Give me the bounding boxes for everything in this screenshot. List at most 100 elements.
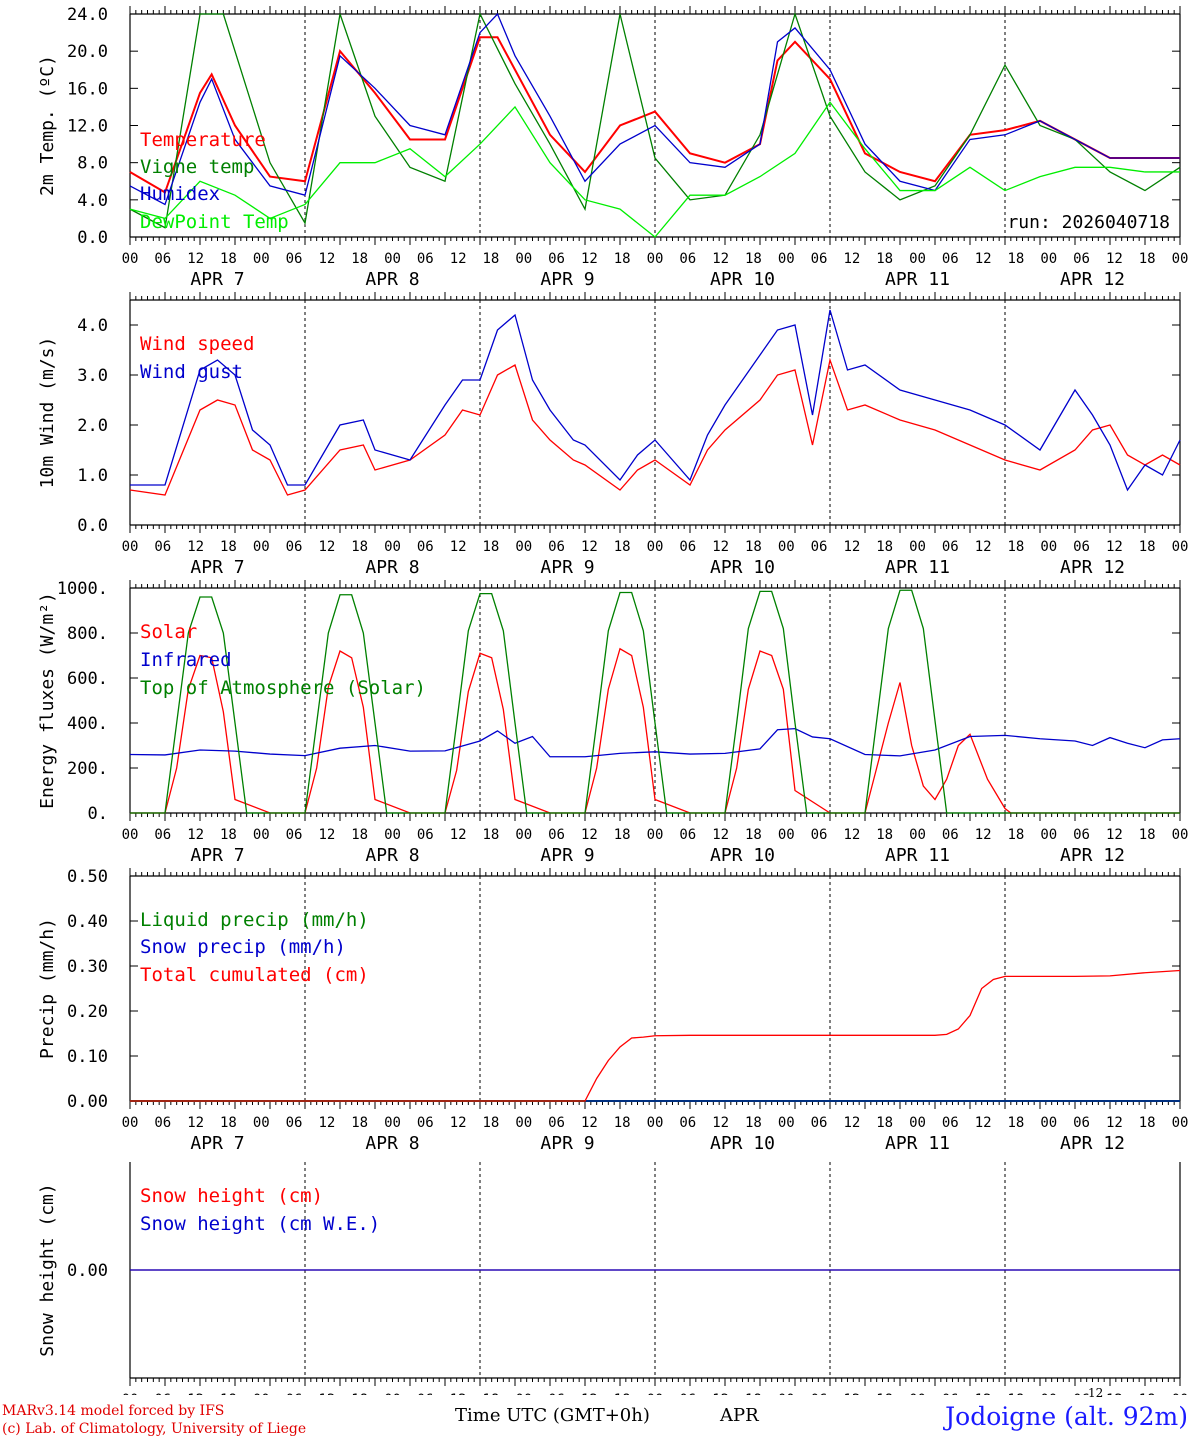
x-hour-label: 18 (351, 1392, 368, 1395)
x-day-label: APR 12 (1060, 845, 1125, 866)
legend-temperature: Temperature (140, 129, 266, 151)
y-tick-label: 0.30 (67, 957, 108, 977)
x-day-label: APR 7 (190, 1133, 244, 1154)
x-hour-label: 12 (187, 1392, 204, 1395)
y-tick-label: 20.0 (67, 42, 108, 62)
x-hour-label: 00 (515, 1115, 532, 1131)
x-day-label: APR 8 (365, 1133, 419, 1154)
x-hour-label: 00 (1040, 539, 1057, 555)
x-hour-label: 18 (1008, 1392, 1025, 1395)
x-hour-label: 18 (876, 251, 893, 267)
panel-3: 0. 200. 400. 600. 800. 1000.Energy fluxes (W/… (37, 579, 1188, 866)
x-hour-label: 18 (1008, 539, 1025, 555)
x-hour-label: 00 (778, 539, 795, 555)
footer-day: 12 (1088, 1386, 1104, 1400)
x-hour-label: 12 (1106, 1392, 1123, 1395)
x-hour-label: 06 (286, 1392, 303, 1395)
x-hour-label: 00 (1040, 1392, 1057, 1395)
x-axis-title: Time UTC (GMT+0h) (455, 1405, 650, 1426)
x-hour-label: 06 (154, 251, 171, 267)
x-hour-label: 00 (1172, 251, 1189, 267)
x-hour-label: 06 (679, 251, 696, 267)
y-tick-label: 600. (67, 669, 108, 689)
x-day-label: APR 10 (710, 557, 775, 578)
x-hour-label: 00 (1040, 1115, 1057, 1131)
x-day-label: APR 10 (710, 269, 775, 290)
y-axis-label: Precip (mm/h) (37, 918, 58, 1059)
x-day-label: APR 7 (190, 845, 244, 866)
x-hour-label: 00 (778, 827, 795, 843)
x-hour-label: 18 (1008, 827, 1025, 843)
y-tick-label: 0.20 (67, 1002, 108, 1022)
x-hour-label: 12 (843, 827, 860, 843)
legend-infrared: Infrared (140, 649, 232, 671)
x-hour-label: 00 (384, 251, 401, 267)
x-hour-label: 06 (286, 1115, 303, 1131)
series-line-wind-gust (130, 309, 1181, 492)
series-line-wind-speed (129, 357, 1181, 496)
y-tick-label: 3.0 (77, 366, 108, 386)
y-tick-label: 8.0 (77, 154, 108, 174)
legend-dewpoint-temp: DewPoint Temp (140, 211, 289, 233)
x-hour-label: 00 (647, 1392, 664, 1395)
x-hour-label: 18 (876, 1115, 893, 1131)
x-hour-label: 06 (811, 827, 828, 843)
y-axis-label: Energy fluxes (W/m²) (37, 592, 58, 809)
x-hour-label: 18 (351, 1115, 368, 1131)
x-hour-label: 18 (614, 251, 631, 267)
x-hour-label: 06 (286, 539, 303, 555)
x-hour-label: 00 (647, 1115, 664, 1131)
x-hour-label: 12 (1106, 251, 1123, 267)
x-hour-label: 06 (811, 251, 828, 267)
x-hour-label: 12 (843, 539, 860, 555)
y-tick-label: 16.0 (67, 79, 108, 99)
y-tick-label: 0.0 (77, 228, 108, 248)
x-hour-label: 00 (122, 251, 139, 267)
x-hour-label: 12 (712, 827, 729, 843)
x-hour-label: 06 (1073, 539, 1090, 555)
x-hour-label: 18 (876, 539, 893, 555)
x-hour-label: 00 (253, 251, 270, 267)
x-hour-label: 00 (122, 1115, 139, 1131)
x-hour-label: 12 (581, 251, 598, 267)
x-hour-label: 18 (220, 539, 237, 555)
series-line-dewpoint-temp (129, 101, 1180, 238)
x-hour-label: 06 (417, 1115, 434, 1131)
x-hour-label: 18 (614, 1115, 631, 1131)
x-hour-label: 18 (1008, 251, 1025, 267)
y-tick-label: 0.50 (67, 867, 108, 887)
series-line-solar (130, 647, 1180, 814)
x-hour-label: 18 (351, 251, 368, 267)
x-hour-label: 00 (253, 539, 270, 555)
x-hour-label: 18 (483, 827, 500, 843)
x-day-label: APR 9 (540, 269, 594, 290)
legend-humidex: Humidex (140, 183, 220, 205)
x-hour-label: 00 (253, 827, 270, 843)
x-day-label: APR 7 (190, 269, 244, 290)
y-tick-label: 1.0 (77, 466, 108, 486)
x-hour-label: 12 (1106, 827, 1123, 843)
x-day-label: APR 10 (710, 1133, 775, 1154)
x-hour-label: 18 (614, 827, 631, 843)
x-hour-label: 00 (1040, 251, 1057, 267)
x-hour-label: 12 (712, 251, 729, 267)
x-day-label: APR 11 (885, 1133, 950, 1154)
x-hour-label: 00 (1172, 539, 1189, 555)
y-tick-label: 4.0 (77, 191, 108, 211)
legend-total-cumulated-cm-: Total cumulated (cm) (140, 964, 369, 986)
x-hour-label: 12 (450, 251, 467, 267)
x-day-label: APR 8 (365, 845, 419, 866)
x-hour-label: 18 (1139, 1115, 1156, 1131)
x-hour-label: 06 (679, 1115, 696, 1131)
x-hour-label: 12 (975, 251, 992, 267)
x-hour-label: 18 (220, 1392, 237, 1395)
panel-2: 0.0 1.0 2.0 3.0 4.0 10m Wind (m/s) 00 06 12 18 00 0… (37, 292, 1188, 578)
x-hour-label: 12 (1106, 1115, 1123, 1131)
series-line-infrared (129, 727, 1181, 758)
x-hour-label: 18 (483, 1115, 500, 1131)
y-tick-label: 2.0 (77, 416, 108, 436)
x-hour-label: 00 (1040, 827, 1057, 843)
x-hour-label: 00 (909, 1392, 926, 1395)
x-hour-label: 00 (515, 539, 532, 555)
x-hour-label: 12 (187, 539, 204, 555)
